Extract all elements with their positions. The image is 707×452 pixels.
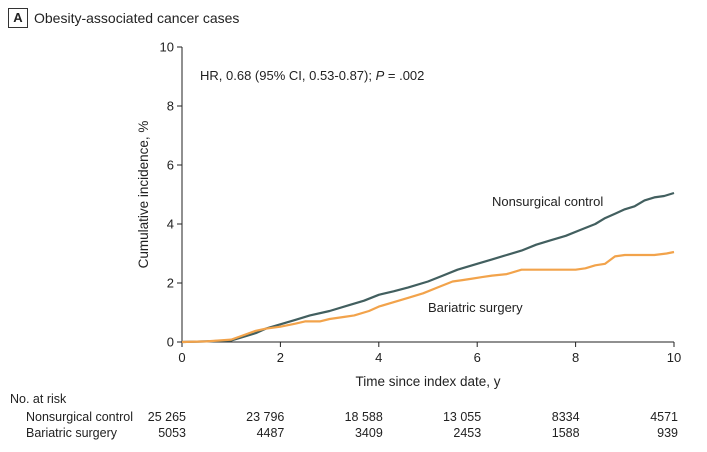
x-tick-label: 4 bbox=[375, 350, 382, 365]
risk-cell: 4571 bbox=[650, 410, 678, 424]
x-axis-title: Time since index date, y bbox=[355, 374, 500, 389]
risk-table: No. at risk Nonsurgical control 25 265 23 … bbox=[0, 390, 707, 450]
risk-row-label: Nonsurgical control bbox=[26, 410, 133, 424]
x-tick-label: 10 bbox=[667, 350, 681, 365]
risk-cell: 939 bbox=[657, 426, 678, 440]
y-tick-label: 10 bbox=[160, 40, 174, 55]
cumulative-incidence-chart: 0 2 4 6 8 10 0 2 4 6 8 10 Time since index date, y Cu… bbox=[136, 40, 681, 390]
bariatric-surgery-label: Bariatric surgery bbox=[428, 300, 523, 315]
nonsurgical-control-label: Nonsurgical control bbox=[492, 194, 603, 209]
nonsurgical-control-line bbox=[181, 191, 675, 344]
y-tick-label: 4 bbox=[167, 217, 174, 232]
risk-table-heading: No. at risk bbox=[10, 392, 67, 406]
x-tick-label: 2 bbox=[277, 350, 284, 365]
risk-cell: 1588 bbox=[551, 426, 580, 440]
risk-cell: 2453 bbox=[453, 426, 482, 440]
risk-cell: 13 055 bbox=[442, 410, 482, 424]
x-tick-label: 0 bbox=[178, 350, 185, 365]
panel-title: Obesity-associated cancer cases bbox=[34, 10, 240, 26]
y-tick-label: 8 bbox=[167, 99, 174, 114]
y-tick-label: 0 bbox=[167, 335, 174, 350]
risk-cell: 8334 bbox=[551, 410, 580, 424]
risk-cell: 25 265 bbox=[147, 410, 186, 424]
risk-row-label: Bariatric surgery bbox=[26, 426, 117, 440]
risk-cell: 23 796 bbox=[246, 410, 285, 424]
y-tick-label: 6 bbox=[167, 158, 174, 173]
bariatric-surgery-line bbox=[181, 250, 675, 344]
hazard-ratio-annotation: HR, 0.68 (95% CI, 0.53-0.87); P = .002 bbox=[200, 68, 424, 83]
risk-cell: 5053 bbox=[158, 426, 186, 440]
panel-letter: A bbox=[8, 8, 28, 28]
panel-header: A Obesity-associated cancer cases bbox=[8, 8, 239, 28]
risk-cell: 4487 bbox=[256, 426, 285, 440]
y-axis-title: Cumulative incidence, % bbox=[136, 121, 151, 269]
x-tick-label: 8 bbox=[572, 350, 579, 365]
x-tick-label: 6 bbox=[474, 350, 481, 365]
y-tick-label: 2 bbox=[167, 276, 174, 291]
risk-cell: 3409 bbox=[354, 426, 383, 440]
risk-cell: 18 588 bbox=[344, 410, 383, 424]
